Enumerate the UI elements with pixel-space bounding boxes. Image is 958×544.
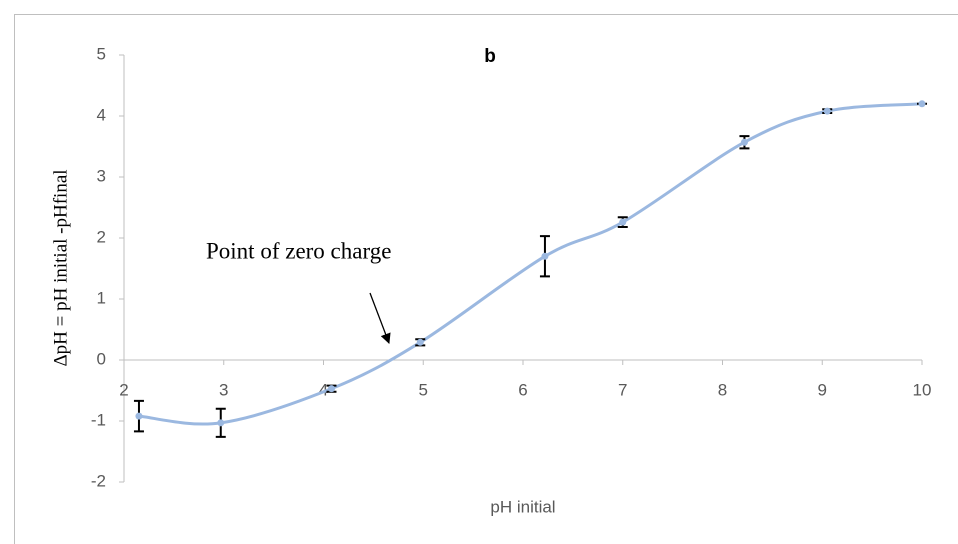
data-point (541, 252, 549, 260)
x-tick-label: 8 (718, 380, 727, 399)
chart-title: b (484, 46, 496, 67)
y-tick-label: 3 (97, 166, 106, 185)
series-line (138, 102, 923, 426)
data-point (217, 419, 225, 427)
y-tick-label: 0 (97, 349, 106, 368)
data-point (327, 385, 335, 393)
y-tick-label: 4 (97, 105, 106, 124)
x-tick-label: 4 (319, 380, 328, 399)
data-point (416, 338, 424, 346)
chart-frame (14, 14, 958, 544)
x-tick-label: 9 (818, 380, 827, 399)
y-tick-label: -2 (91, 471, 106, 490)
y-tick-label: 1 (97, 288, 106, 307)
annotation-arrow (369, 292, 391, 344)
data-point (823, 107, 831, 115)
data-point (619, 218, 627, 226)
data-point (740, 138, 748, 146)
y-tick-label: 5 (97, 44, 106, 63)
x-tick-label: 2 (119, 380, 128, 399)
y-tick-label: -1 (91, 410, 106, 429)
x-tick-label: 5 (419, 380, 428, 399)
x-tick-label: 7 (618, 380, 627, 399)
x-tick-label: 6 (518, 380, 527, 399)
y-tick-label: 2 (97, 227, 106, 246)
y-axis-label: ΔpH = pH initial -pHfinal (50, 169, 71, 366)
x-axis-label: pH initial (490, 497, 555, 516)
data-point (135, 412, 143, 420)
x-tick-label: 3 (219, 380, 228, 399)
data-point (918, 100, 926, 108)
annotation: Point of zero charge (206, 238, 391, 263)
x-tick-label: 10 (913, 380, 932, 399)
